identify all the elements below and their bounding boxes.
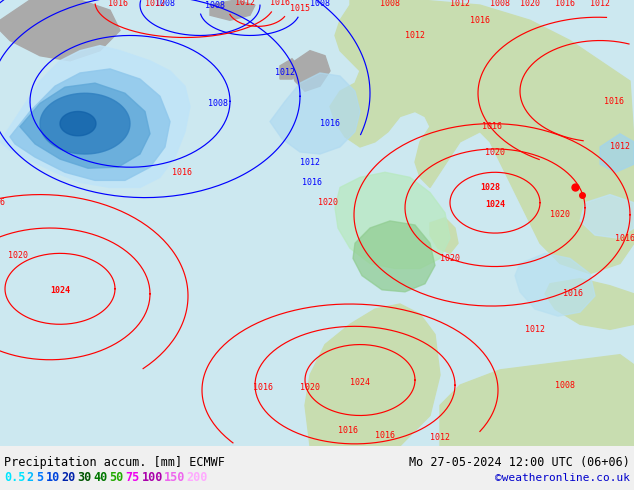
Text: 1012: 1012 [405, 31, 425, 40]
Polygon shape [440, 355, 634, 446]
Text: 1016: 1016 [0, 198, 5, 207]
Text: 40: 40 [93, 471, 108, 485]
Text: 1020: 1020 [520, 0, 540, 7]
Text: 1028: 1028 [480, 183, 500, 192]
Text: 1020: 1020 [8, 251, 28, 260]
Text: 1016: 1016 [615, 234, 634, 243]
Text: 1008: 1008 [490, 0, 510, 7]
Text: 10: 10 [46, 471, 60, 485]
Polygon shape [545, 279, 634, 329]
Text: 1020: 1020 [440, 254, 460, 263]
Text: 50: 50 [110, 471, 124, 485]
Text: 1008: 1008 [205, 0, 225, 10]
Polygon shape [20, 83, 150, 168]
Polygon shape [40, 93, 130, 154]
Text: 0.5: 0.5 [4, 471, 25, 485]
Text: 1016: 1016 [482, 122, 502, 131]
Polygon shape [270, 73, 360, 154]
Polygon shape [0, 46, 190, 188]
Text: 1024: 1024 [50, 286, 70, 295]
Text: 20: 20 [61, 471, 75, 485]
Text: 1016: 1016 [470, 16, 490, 25]
Polygon shape [330, 0, 634, 273]
Text: 1020: 1020 [550, 210, 570, 220]
Text: 200: 200 [186, 471, 208, 485]
Text: Mo 27-05-2024 12:00 UTC (06+06): Mo 27-05-2024 12:00 UTC (06+06) [409, 456, 630, 469]
Polygon shape [210, 0, 255, 20]
Text: 1016: 1016 [172, 168, 192, 177]
Text: 1016: 1016 [253, 383, 273, 392]
Text: 1020: 1020 [300, 383, 320, 392]
Text: 1008: 1008 [310, 0, 330, 7]
Polygon shape [600, 134, 634, 172]
Text: 1012: 1012 [300, 158, 320, 167]
Text: 2: 2 [27, 471, 34, 485]
Text: 1016: 1016 [563, 290, 583, 298]
Text: 1012: 1012 [430, 433, 450, 442]
Text: 1012: 1012 [525, 325, 545, 334]
Text: ©weatheronline.co.uk: ©weatheronline.co.uk [495, 473, 630, 483]
Text: 1016: 1016 [375, 431, 395, 441]
Text: 1016: 1016 [320, 119, 340, 128]
Text: 1016: 1016 [302, 178, 322, 187]
Polygon shape [335, 172, 450, 269]
Polygon shape [305, 304, 440, 446]
Text: 1024: 1024 [350, 378, 370, 387]
Text: 1016: 1016 [555, 0, 575, 7]
Text: 1020: 1020 [485, 147, 505, 156]
Text: 1008: 1008 [555, 381, 575, 390]
Text: 1024: 1024 [485, 200, 505, 209]
Text: 1020: 1020 [318, 198, 338, 207]
Text: 1015: 1015 [290, 3, 310, 13]
Polygon shape [10, 69, 170, 180]
Polygon shape [353, 221, 435, 292]
Polygon shape [60, 112, 96, 136]
Text: 1008: 1008 [155, 0, 175, 7]
Text: 1012: 1012 [275, 69, 295, 77]
Polygon shape [515, 253, 595, 316]
Text: 100: 100 [141, 471, 163, 485]
Text: 1016: 1016 [108, 0, 128, 7]
Text: 1012: 1012 [590, 0, 610, 7]
Text: 1008: 1008 [380, 0, 400, 7]
Text: 1016: 1016 [270, 0, 290, 6]
Text: 30: 30 [77, 471, 92, 485]
Text: 75: 75 [126, 471, 139, 485]
Polygon shape [290, 50, 330, 91]
Polygon shape [580, 195, 634, 238]
Polygon shape [430, 218, 458, 253]
Text: 1016: 1016 [338, 426, 358, 435]
Text: Precipitation accum. [mm] ECMWF: Precipitation accum. [mm] ECMWF [4, 456, 225, 469]
Text: 5: 5 [36, 471, 43, 485]
Text: 150: 150 [164, 471, 185, 485]
Text: 1012: 1012 [610, 143, 630, 151]
Text: 1016: 1016 [604, 97, 624, 106]
Text: 1012: 1012 [450, 0, 470, 7]
Polygon shape [0, 0, 120, 61]
Text: 1012: 1012 [235, 0, 255, 6]
Text: 1012: 1012 [145, 0, 165, 7]
Text: 1008: 1008 [208, 99, 228, 108]
Polygon shape [280, 59, 298, 79]
Polygon shape [375, 0, 460, 71]
